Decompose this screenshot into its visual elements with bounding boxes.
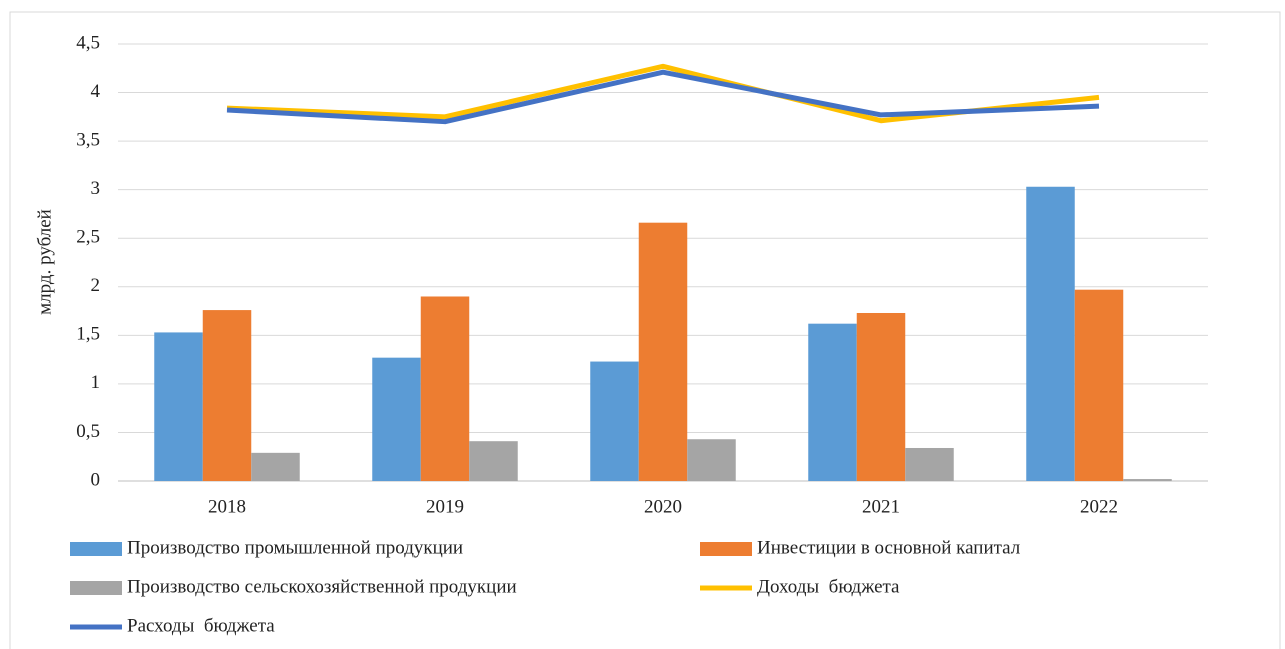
y-tick-label: 2 (91, 275, 101, 296)
y-tick-label: 4,5 (76, 32, 100, 53)
chart-frame (9, 11, 1281, 649)
bar (638, 222, 688, 481)
y-tick-label: 1,5 (76, 324, 100, 345)
x-tick-label: 2021 (862, 496, 900, 517)
legend-label: Производство сельскохозяйственной продук… (127, 576, 517, 597)
bar (1074, 289, 1124, 481)
bar (856, 312, 906, 481)
x-tick-label: 2022 (1080, 496, 1118, 517)
bar (251, 452, 300, 481)
y-tick-label: 0 (91, 469, 101, 490)
y-tick-label: 3,5 (76, 129, 100, 150)
bar (154, 332, 203, 481)
y-axis-label: млрд. рублей (34, 209, 55, 315)
x-tick-label: 2019 (426, 496, 464, 517)
legend-swatch (700, 542, 752, 556)
bar (469, 441, 518, 481)
y-tick-label: 0,5 (76, 421, 100, 442)
y-tick-label: 2,5 (76, 227, 100, 248)
legend-label: Производство промышленной продукции (127, 537, 463, 558)
legend-swatch (70, 542, 122, 556)
y-tick-label: 3 (91, 178, 101, 199)
bar (687, 439, 736, 481)
x-tick-label: 2020 (644, 496, 682, 517)
bar (1026, 186, 1075, 481)
bar (905, 447, 954, 481)
legend-label: Доходы бюджета (757, 576, 900, 597)
bar (1123, 479, 1172, 481)
bar (202, 310, 252, 481)
y-tick-label: 1 (91, 372, 101, 393)
legend-label: Инвестиции в основной капитал (757, 537, 1021, 558)
y-tick-label: 4 (91, 81, 101, 102)
bar (808, 323, 857, 481)
line (226, 69, 1100, 125)
bar (590, 361, 639, 481)
bar (372, 357, 421, 481)
bar (420, 296, 470, 481)
legend-label: Расходы бюджета (127, 615, 275, 636)
legend-swatch (70, 581, 122, 595)
x-tick-label: 2018 (208, 496, 246, 517)
